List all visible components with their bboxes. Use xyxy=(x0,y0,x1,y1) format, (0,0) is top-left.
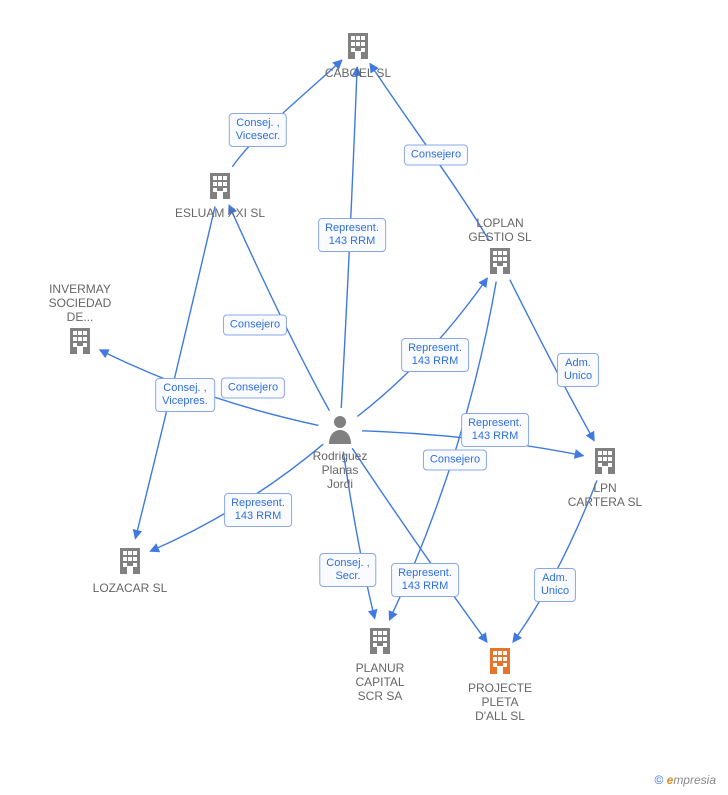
building-icon xyxy=(364,624,396,656)
copyright-symbol: © xyxy=(654,773,663,787)
node-label: LOZACAR SL xyxy=(80,581,180,595)
building-icon xyxy=(64,324,96,356)
node-label: PLANURCAPITALSCR SA xyxy=(330,661,430,703)
edge-label: Represent.143 RRM xyxy=(401,338,469,372)
edge-label: Consej. ,Vicesecr. xyxy=(229,113,287,147)
edge-label: Represent.143 RRM xyxy=(461,413,529,447)
footer-brand: © empresia xyxy=(654,773,716,787)
edge-label: Consej. ,Secr. xyxy=(319,553,376,587)
node-label: INVERMAYSOCIEDADDE... xyxy=(30,282,130,324)
node-label: PROJECTEPLETAD'ALL SL xyxy=(450,681,550,723)
node-lpn[interactable]: LPNCARTERA SL xyxy=(555,444,655,509)
building-icon xyxy=(204,169,236,201)
node-center[interactable]: RodriguezPlanasJordi xyxy=(290,414,390,491)
node-planur[interactable]: PLANURCAPITALSCR SA xyxy=(330,624,430,703)
node-label: LPNCARTERA SL xyxy=(555,481,655,509)
edge-label: Consej. ,Vicepres. xyxy=(155,378,215,412)
node-projecte[interactable]: PROJECTEPLETAD'ALL SL xyxy=(450,644,550,723)
brand-rest: mpresia xyxy=(673,773,716,787)
building-icon xyxy=(484,244,516,276)
building-icon xyxy=(589,444,621,476)
node-label: LOPLANGESTIO SL xyxy=(450,216,550,244)
edge-label: Represent.143 RRM xyxy=(224,493,292,527)
node-caboel[interactable]: CABOEL SL xyxy=(308,29,408,80)
node-label: CABOEL SL xyxy=(308,66,408,80)
edge-label: Consejero xyxy=(423,450,487,471)
edge-label: Adm.Unico xyxy=(557,353,599,387)
node-invermay[interactable]: INVERMAYSOCIEDADDE... xyxy=(30,280,130,359)
edge-label: Consejero xyxy=(221,378,285,399)
node-lozacar[interactable]: LOZACAR SL xyxy=(80,544,180,595)
building-icon xyxy=(484,644,516,676)
node-label: ESLUAM XXI SL xyxy=(170,206,270,220)
person-icon xyxy=(327,414,353,444)
edge-label: Consejero xyxy=(223,315,287,336)
node-loplan[interactable]: LOPLANGESTIO SL xyxy=(450,214,550,279)
node-label: RodriguezPlanasJordi xyxy=(290,449,390,491)
edge-label: Represent.143 RRM xyxy=(318,218,386,252)
edge-label: Consejero xyxy=(404,145,468,166)
node-esluam[interactable]: ESLUAM XXI SL xyxy=(170,169,270,220)
building-icon xyxy=(342,29,374,61)
edge-label: Represent.143 RRM xyxy=(391,563,459,597)
edge-label: Adm.Unico xyxy=(534,568,576,602)
building-icon xyxy=(114,544,146,576)
